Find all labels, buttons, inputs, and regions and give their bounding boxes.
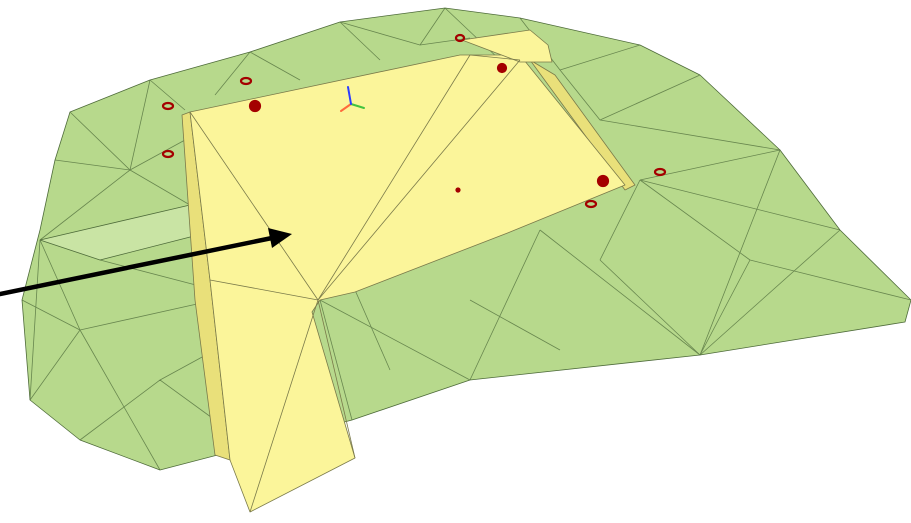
marker-ring: [584, 199, 598, 209]
pointer-arrow: [0, 228, 292, 297]
marker-ring: [161, 149, 175, 159]
z-axis-line: [347, 86, 352, 105]
platform-solid: [181, 29, 636, 513]
marker-dot: [455, 187, 461, 193]
marker-ring: [161, 101, 175, 111]
marker-dot: [596, 174, 610, 188]
marker-ring: [239, 76, 253, 86]
platform-edges: [189, 54, 521, 513]
marker-ring: [653, 167, 667, 177]
marker-ring: [454, 33, 466, 43]
arrow-head: [268, 228, 292, 248]
marker-dot: [496, 62, 508, 74]
marker-dot: [248, 99, 262, 113]
x-axis-line: [340, 103, 352, 112]
platform-notch: [461, 29, 553, 63]
axis-gizmo-icon[interactable]: [340, 86, 365, 112]
y-axis-line: [350, 103, 365, 109]
survey-markers: [161, 33, 667, 209]
